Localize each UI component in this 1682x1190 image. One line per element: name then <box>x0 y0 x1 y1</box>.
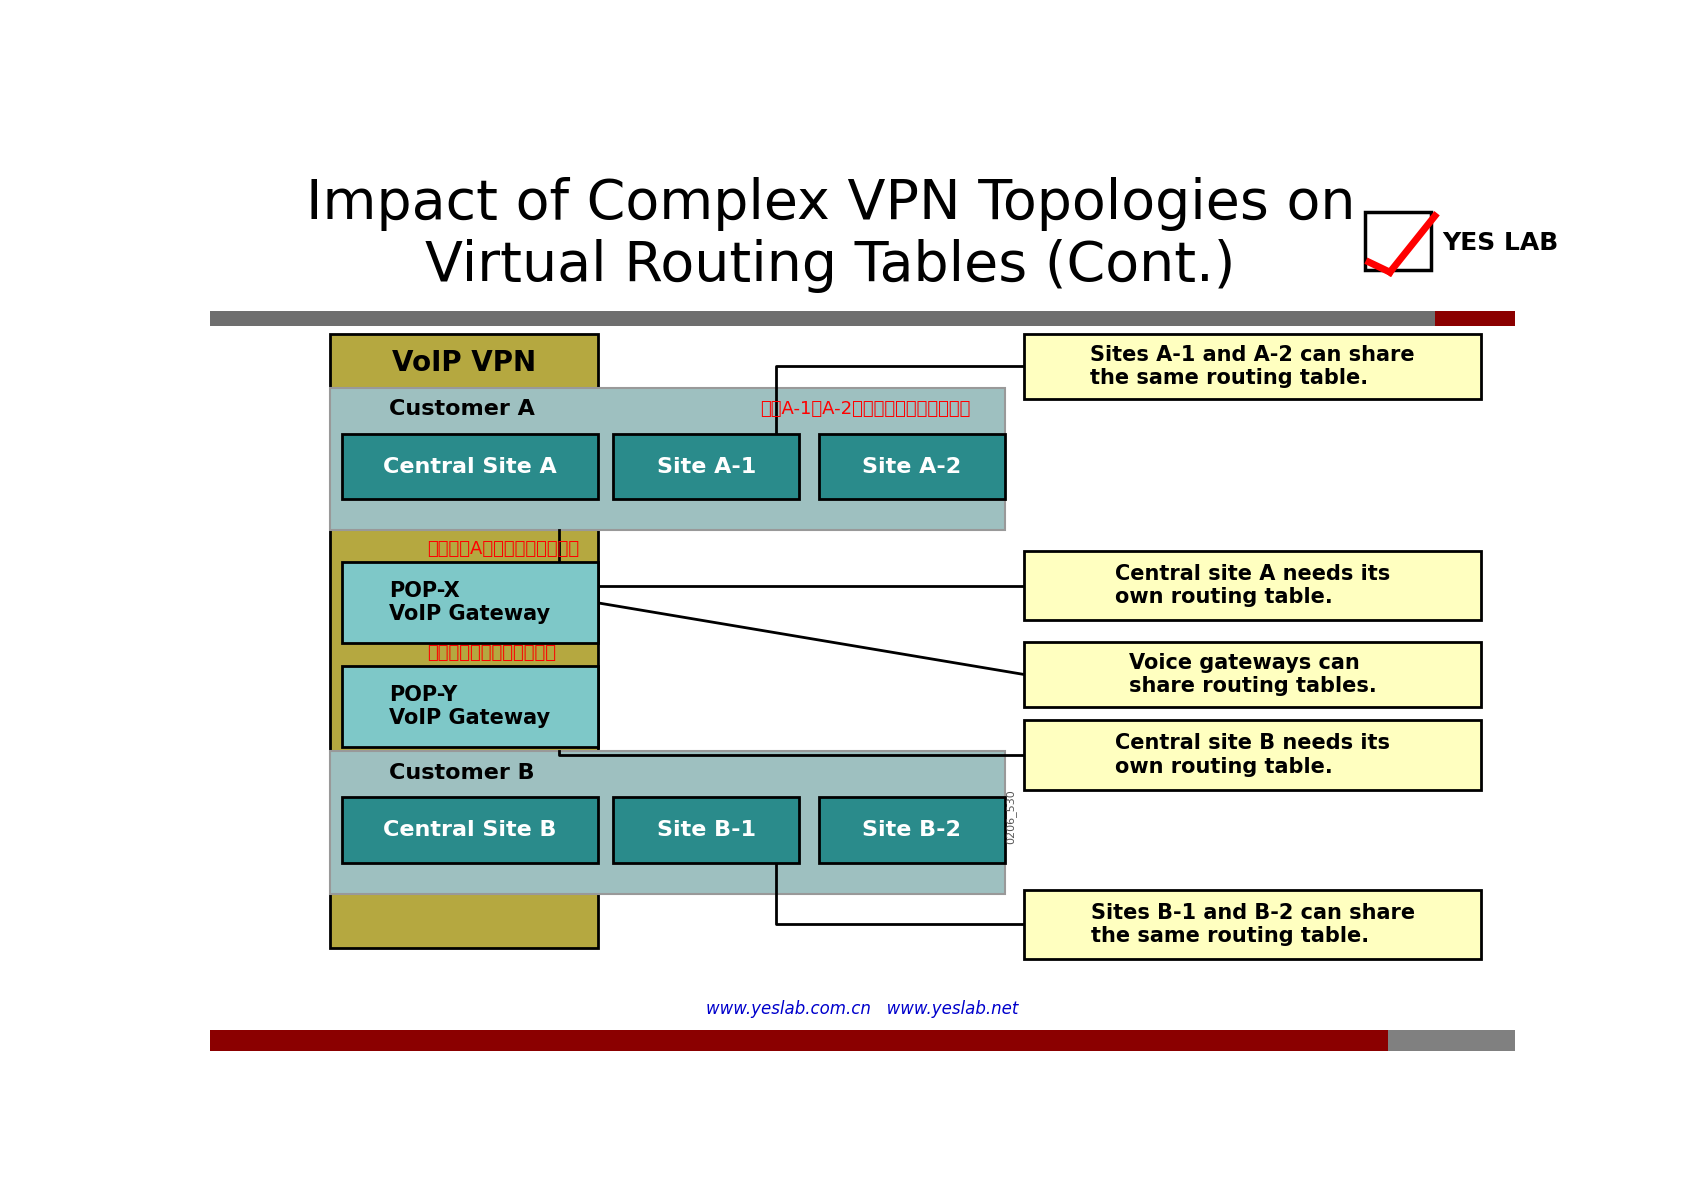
Bar <box>341 434 597 500</box>
Text: Customer A: Customer A <box>389 399 535 419</box>
Text: Site B-2: Site B-2 <box>861 820 960 840</box>
Text: POP-Y
VoIP Gateway: POP-Y VoIP Gateway <box>389 685 550 728</box>
Bar <box>1024 720 1480 790</box>
Text: VoIP VPN: VoIP VPN <box>392 349 537 377</box>
Text: 语音网关可以共享路由表。: 语音网关可以共享路由表。 <box>427 644 557 662</box>
Bar <box>330 333 597 948</box>
Text: Central Site A: Central Site A <box>383 457 557 476</box>
Text: Impact of Complex VPN Topologies on: Impact of Complex VPN Topologies on <box>306 177 1354 231</box>
Bar <box>1388 1029 1514 1052</box>
Bar <box>341 563 597 644</box>
Bar <box>612 797 799 863</box>
Bar <box>1024 551 1480 620</box>
Bar <box>612 434 799 500</box>
Text: Site B-1: Site B-1 <box>656 820 755 840</box>
Bar <box>1364 212 1430 270</box>
Bar <box>210 311 1435 326</box>
Bar <box>817 797 1004 863</box>
Bar <box>330 388 1004 530</box>
Text: Central site A needs its
own routing table.: Central site A needs its own routing tab… <box>1115 564 1389 607</box>
Text: Sites B-1 and B-2 can share
the same routing table.: Sites B-1 and B-2 can share the same rou… <box>1090 903 1415 946</box>
Bar <box>1024 890 1480 959</box>
Bar <box>341 666 597 747</box>
Text: Sites A-1 and A-2 can share
the same routing table.: Sites A-1 and A-2 can share the same rou… <box>1090 345 1415 388</box>
Text: 站点A-1和A-2可以共享相同的路由表。: 站点A-1和A-2可以共享相同的路由表。 <box>760 400 971 418</box>
Bar <box>817 434 1004 500</box>
Text: Central Site B: Central Site B <box>383 820 557 840</box>
Text: Site A-2: Site A-2 <box>861 457 960 476</box>
Text: Virtual Routing Tables (Cont.): Virtual Routing Tables (Cont.) <box>426 239 1235 293</box>
Bar <box>1435 311 1514 326</box>
Text: Site A-1: Site A-1 <box>656 457 755 476</box>
Text: Central site B needs its
own routing table.: Central site B needs its own routing tab… <box>1115 733 1389 777</box>
Bar <box>1024 333 1480 399</box>
Bar <box>1024 641 1480 707</box>
Text: Voice gateways can
share routing tables.: Voice gateways can share routing tables. <box>1129 653 1376 696</box>
Text: www.yeslab.com.cn   www.yeslab.net: www.yeslab.com.cn www.yeslab.net <box>705 1000 1018 1019</box>
Bar <box>210 1029 1388 1052</box>
Bar <box>341 797 597 863</box>
Text: Customer B: Customer B <box>389 763 535 783</box>
Text: 中心站点A需要自己的路由表。: 中心站点A需要自己的路由表。 <box>427 539 579 558</box>
Bar <box>330 751 1004 894</box>
Text: 0206_530: 0206_530 <box>1004 789 1016 844</box>
Text: YES LAB: YES LAB <box>1441 231 1558 255</box>
Text: POP-X
VoIP Gateway: POP-X VoIP Gateway <box>389 581 550 625</box>
